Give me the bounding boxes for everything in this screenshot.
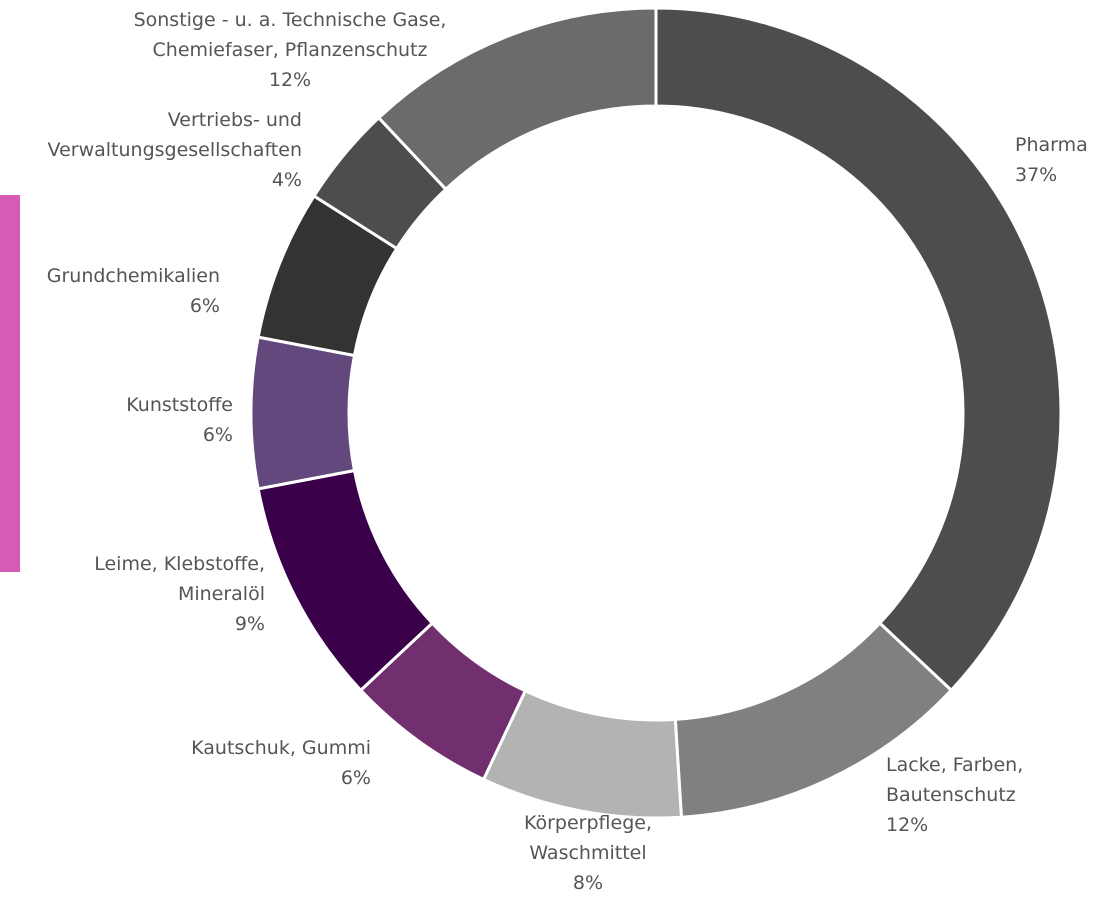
segment-label: Sonstige - u. a. Technische Gase, Chemie… (125, 5, 455, 95)
value-label: 8% (572, 872, 604, 894)
category-label: Leime, Klebstoffe, Mineralöl (94, 553, 265, 605)
value-label: 12% (268, 69, 312, 91)
value-label: 9% (234, 613, 265, 635)
category-label: Lacke, Farben, Bautenschutz (886, 754, 1024, 806)
category-label: Körperpflege, Waschmittel (523, 812, 653, 864)
segment-label: Kautschuk, Gummi 6% (121, 733, 371, 793)
category-label: Kautschuk, Gummi (191, 737, 371, 759)
category-label: Kunststoffe (126, 394, 233, 416)
value-label: 12% (886, 814, 929, 836)
segment-label: Körperpflege, Waschmittel 8% (508, 808, 668, 898)
category-label: Pharma (1015, 134, 1088, 156)
category-label: Vertriebs- und Verwaltungsgesellschaften (47, 109, 302, 161)
category-label: Grundchemikalien (46, 265, 220, 287)
segment-label: Leime, Klebstoffe, Mineralöl 9% (75, 549, 265, 639)
segment-label: Vertriebs- und Verwaltungsgesellschaften… (0, 105, 302, 195)
category-label: Sonstige - u. a. Technische Gase, Chemie… (133, 9, 447, 61)
value-label: 4% (271, 169, 302, 191)
accent-bar (0, 195, 20, 572)
segment-label: Grundchemikalien 6% (0, 261, 220, 321)
segment-label: Pharma 37% (1015, 130, 1104, 190)
donut-segment (376, 6, 658, 192)
value-label: 37% (1015, 164, 1058, 186)
segment-label: Lacke, Farben, Bautenschutz 12% (886, 750, 1066, 840)
value-label: 6% (189, 295, 220, 317)
donut-segment (654, 6, 1063, 693)
value-label: 6% (340, 767, 371, 789)
value-label: 6% (202, 424, 233, 446)
segment-label: Kunststoffe 6% (33, 390, 233, 450)
donut-segment (249, 335, 357, 491)
